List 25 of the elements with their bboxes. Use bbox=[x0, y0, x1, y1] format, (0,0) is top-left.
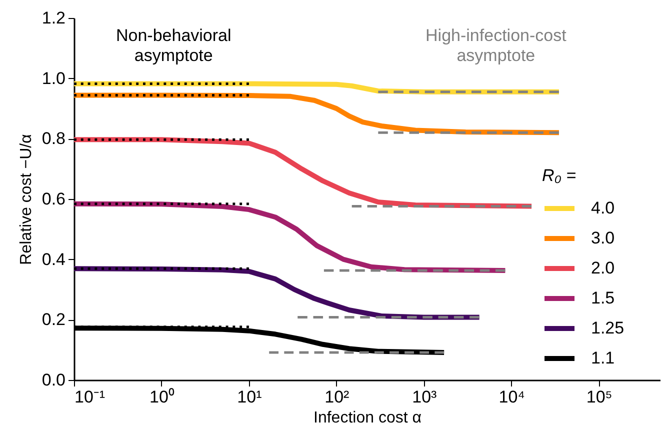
x-tick-label: 10² bbox=[324, 388, 350, 406]
x-tick-label: 10⁵ bbox=[586, 388, 612, 406]
y-tick-label: 0.6 bbox=[42, 190, 66, 208]
y-tick-label: 0.2 bbox=[42, 310, 66, 330]
y-tick-label: 1.0 bbox=[42, 68, 66, 88]
x-tick-label: 10¹ bbox=[237, 388, 262, 406]
x-tick-label: 10⁰ bbox=[150, 388, 174, 406]
x-axis-title: Infection cost α bbox=[314, 410, 422, 426]
legend-label: 3.0 bbox=[591, 228, 615, 248]
x-tick-label: 10⁴ bbox=[498, 388, 525, 406]
annotation: High-infection-cost asymptote bbox=[426, 26, 567, 65]
y-tick-label: 0.4 bbox=[42, 250, 66, 269]
x-tick-label: 10³ bbox=[412, 388, 438, 406]
legend-label: 2.0 bbox=[591, 258, 615, 278]
legend-label: 1.5 bbox=[591, 288, 615, 308]
y-tick-label: 1.2 bbox=[42, 8, 66, 28]
annotation: Non-behavioral asymptote bbox=[116, 26, 232, 65]
y-axis-title: Relative cost −U/α bbox=[18, 134, 35, 265]
legend-label: 1.1 bbox=[591, 348, 615, 368]
legend-label: 1.25 bbox=[591, 318, 624, 338]
y-tick-label: 0.0 bbox=[42, 370, 66, 390]
legend-title: R₀ = bbox=[542, 166, 576, 185]
y-tick-label: 0.8 bbox=[42, 129, 66, 148]
x-tick-label: 10⁻¹ bbox=[74, 388, 106, 406]
legend-label: 4.0 bbox=[591, 198, 615, 218]
